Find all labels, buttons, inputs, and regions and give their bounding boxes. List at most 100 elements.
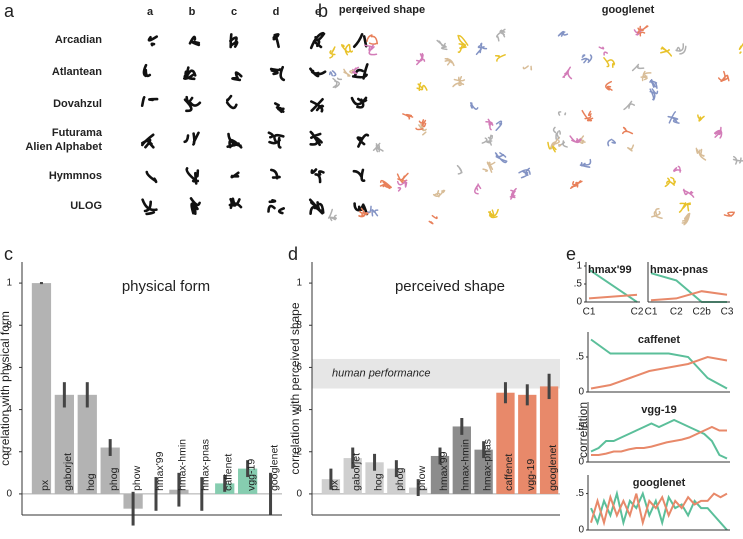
chart-title: googlenet [633,477,686,489]
glyph [356,133,370,148]
category-label: googlenet [547,445,559,491]
y-tick-label: .2 [4,446,13,457]
bar [518,394,537,494]
y-tick-label: .8 [4,320,13,331]
line [590,418,728,460]
glyph [396,172,409,184]
row-label: Futurama [52,127,103,139]
glyph [183,66,197,81]
y-tick-label: 0 [296,489,302,500]
category-label: vgg-19 [525,459,537,491]
chart-title: hmax'99 [588,264,632,276]
glyph [140,96,159,107]
glyph [366,34,379,45]
band-label: human performance [332,368,430,380]
glyph [675,43,687,55]
y-tick-label: .5 [574,279,583,290]
bar [238,468,258,494]
row-label: Alien Alphabet [25,141,102,153]
category-label: phog [108,467,120,491]
glyph [351,63,369,80]
line [590,338,728,390]
glyph [598,46,609,56]
glyph [372,142,384,153]
glyph [327,208,337,222]
glyph [141,133,155,149]
glyph [364,44,378,56]
x-tick-label: C2 [631,307,644,318]
glyph [309,67,327,78]
glyph [605,80,613,91]
glyph [475,42,488,56]
glyph [569,135,582,144]
glyph [738,42,743,54]
glyph [522,65,533,71]
glyph [631,63,645,72]
panel-label: a [4,1,15,21]
line [650,290,728,302]
y-tick-label: .6 [294,362,303,373]
glyph [681,212,691,226]
glyph [272,33,280,49]
glyph [581,109,594,122]
y-tick-label: 0 [578,525,584,536]
y-tick-label: .6 [4,362,13,373]
x-tick-label: C2b [692,307,711,318]
glyph [230,171,240,179]
glyph [569,180,583,190]
category-label: px [39,479,51,491]
category-label: hmax-pnas [200,439,212,491]
glyph [550,136,562,150]
glyph [482,161,496,173]
glyph [579,158,592,168]
glyph [358,207,371,218]
y-tick-label: .5 [576,488,585,499]
y-tick-label: .5 [576,422,585,433]
glyph [667,111,680,124]
line [650,272,727,303]
category-label: phow [416,465,428,491]
glyph [270,168,281,180]
panel-label: c [4,244,13,264]
panel-label: e [566,244,576,264]
column-header: e [315,6,321,18]
column-header: b [189,6,196,18]
glyph [188,35,201,47]
x-tick-label: C2 [670,307,683,318]
glyph [416,52,426,66]
category-label: caffenet [223,454,235,491]
glyph [562,66,573,80]
row-label: ULOG [70,200,102,212]
glyph [329,46,336,59]
bar [365,462,384,494]
glyph [621,126,634,135]
line [591,425,727,456]
category-label: googlenet [268,445,280,491]
y-tick-label: 0 [578,457,584,468]
x-tick-label: C3 [721,307,734,318]
glyph [664,176,676,188]
glyph [415,119,427,131]
embedding-title: perceived shape [339,4,425,16]
glyph [557,30,569,37]
glyph [428,214,438,225]
bar [100,447,120,494]
category-label: caffenet [503,454,515,491]
category-label: hmax'99 [438,451,450,491]
glyph [723,211,735,217]
glyph [353,202,369,216]
glyph [310,168,325,184]
x-tick-label: C1 [645,307,658,318]
row-label: Arcadian [55,34,102,46]
glyph [142,63,152,78]
glyph [494,152,508,164]
glyph [379,179,392,190]
category-label: gaborjet [62,453,74,491]
glyph [682,188,695,198]
glyph [457,34,469,48]
category-label: hmax'99 [154,451,166,491]
glyph [732,155,743,165]
glyph [673,165,682,173]
y-tick-label: 1 [576,261,582,272]
